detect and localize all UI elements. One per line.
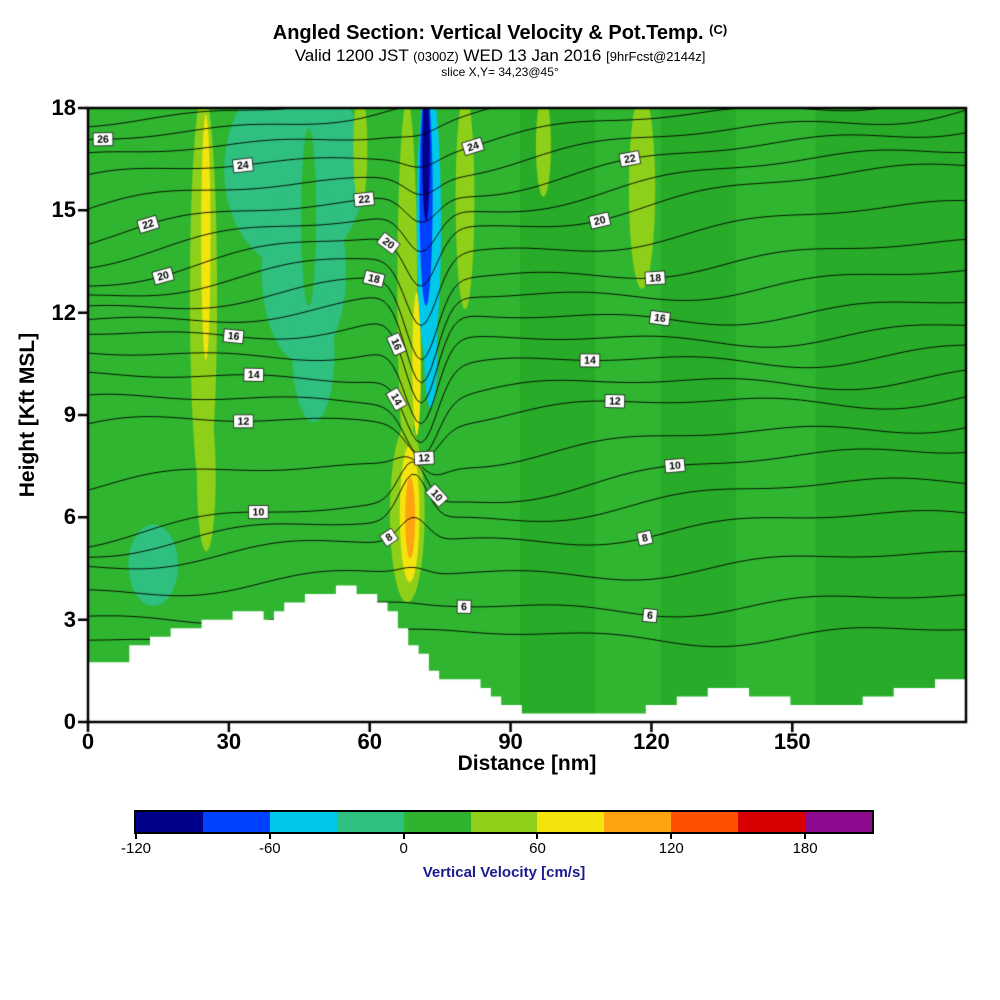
colorbar-tick-label: -60 <box>258 840 281 857</box>
y-tick-label: 3 <box>63 606 76 632</box>
slice-info: slice X,Y= 34,23@45° <box>441 64 559 79</box>
y-tick-label: 12 <box>51 299 76 325</box>
y-tick-label: 0 <box>63 709 76 734</box>
colorbar-tick-mark <box>670 834 673 839</box>
x-tick-label: 0 <box>81 729 95 754</box>
colorbar-tick-label: 0 <box>399 840 408 857</box>
colorbar-tick-mark <box>135 834 137 839</box>
colorbar-tick-mark <box>268 834 271 839</box>
colorbar-segment <box>470 812 538 832</box>
colorbar-segment <box>805 812 872 832</box>
colorbar <box>134 810 874 834</box>
colorbar-tick-label: -120 <box>120 840 152 857</box>
valid-time-utc: (0300Z) <box>413 49 459 64</box>
colorbar-segment <box>738 812 806 832</box>
colorbar-tick-mark <box>402 834 405 839</box>
y-tick-label: 6 <box>63 504 76 530</box>
x-tick-label: 30 <box>216 729 242 754</box>
x-tick-label: 60 <box>357 729 382 754</box>
valid-date: WED 13 Jan 2016 <box>463 46 602 65</box>
x-tick-label: 90 <box>498 729 523 754</box>
colorbar-segment <box>671 812 739 832</box>
colorbar-tick-label: 60 <box>529 840 546 857</box>
y-tick-label: 18 <box>51 95 76 120</box>
valid-time: Valid 1200 JST <box>294 46 409 65</box>
title-block: Angled Section: Vertical Velocity & Pot.… <box>0 22 1000 79</box>
x-axis-title: Distance [nm] <box>457 752 597 775</box>
valid-time-line: Valid 1200 JST (0300Z) WED 13 Jan 2016 [… <box>0 46 1000 66</box>
colorbar-segment <box>136 812 203 832</box>
x-tick-label: 120 <box>633 729 670 754</box>
forecast-info: [9hrFcst@2144z] <box>606 49 706 64</box>
colorbar-segment <box>269 812 337 832</box>
colorbar-segment <box>403 812 471 832</box>
colorbar-tick-mark <box>536 834 539 839</box>
y-tick-label: 15 <box>51 197 76 223</box>
title-text: Angled Section: Vertical Velocity & Pot.… <box>272 22 704 44</box>
x-tick-label: 150 <box>773 729 811 754</box>
colorbar-segment <box>537 812 605 832</box>
y-tick-label: 9 <box>63 402 76 427</box>
colorbar-segments <box>136 812 872 832</box>
colorbar-tick-label: 180 <box>792 840 818 857</box>
page-title: Angled Section: Vertical Velocity & Pot.… <box>0 22 1000 45</box>
colorbar-tick-label: 120 <box>658 840 684 857</box>
colorbar-title: Vertical Velocity [cm/s] <box>422 864 586 881</box>
colorbar-segment <box>604 812 672 832</box>
colorbar-tick-mark <box>804 834 807 839</box>
title-unit: (C) <box>709 22 728 37</box>
colorbar-segment <box>202 812 270 832</box>
colorbar-segment <box>336 812 404 832</box>
